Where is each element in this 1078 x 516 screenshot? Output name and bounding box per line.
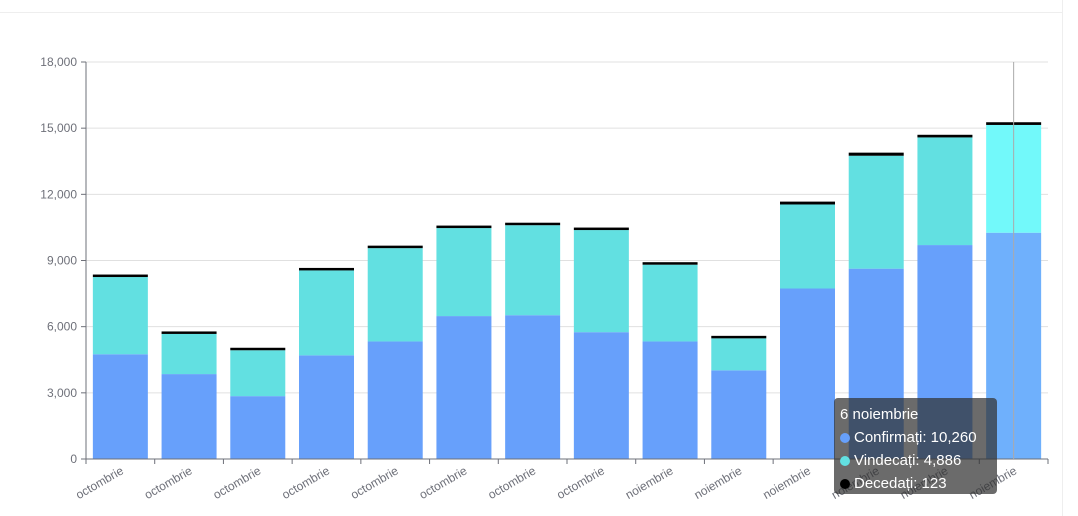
x-tick-label: octombrie (417, 463, 470, 502)
bar-decedați (711, 335, 767, 339)
panel-right-border (1062, 0, 1063, 516)
x-tick-label: octombrie (73, 463, 126, 502)
bar-decedați (780, 201, 835, 205)
bar-vindecați (367, 248, 423, 342)
bar-confirmați (367, 341, 423, 459)
x-tick-label: octombrie (554, 463, 607, 502)
bar-confirmați (642, 341, 698, 459)
y-tick-label: 9,000 (47, 254, 77, 268)
x-tick-label: octombrie (279, 463, 332, 502)
tooltip-title: 6 noiembrie (840, 406, 919, 423)
bar-confirmați (573, 332, 629, 459)
bar-decedați (161, 331, 217, 334)
bar-vindecați (780, 204, 835, 289)
bar-vindecați (505, 225, 561, 316)
y-tick-label: 15,000 (40, 121, 77, 135)
bar-confirmați (780, 288, 835, 459)
bar-decedați (436, 225, 492, 229)
bar-decedați (299, 267, 354, 271)
bar-decedați (848, 152, 904, 156)
bar-vindecați (642, 264, 698, 342)
bar-vindecați (573, 230, 629, 333)
bar-vindecați (848, 155, 904, 269)
bar-confirmați (711, 370, 767, 459)
bar-vindecați (230, 350, 286, 397)
bar-decedați (92, 274, 148, 278)
x-tick-label: octombrie (211, 463, 264, 502)
bar-vindecați (711, 338, 767, 371)
bar-decedați (367, 245, 423, 249)
bar-vindecați (299, 270, 354, 356)
bar-confirmați (505, 315, 561, 459)
confirmed-legend-dot (840, 433, 850, 443)
y-tick-label: 6,000 (47, 320, 77, 334)
bar-decedați (573, 227, 629, 231)
bar-decedați (505, 222, 561, 226)
tooltip-item-recovered: Vindecați: 4,886 (840, 449, 991, 472)
bar-confirmați (299, 355, 354, 459)
bar-decedați (230, 347, 286, 351)
tooltip-item-confirmed: Confirmați: 10,260 (840, 426, 991, 449)
x-tick-label: octombrie (348, 463, 401, 502)
bar-vindecați (161, 333, 217, 375)
panel-top-border (0, 12, 1062, 13)
y-tick-label: 0 (70, 452, 77, 466)
y-tick-label: 18,000 (40, 55, 77, 69)
bar-confirmați (436, 316, 492, 459)
bar-vindecați (92, 277, 148, 355)
bar-decedați (917, 134, 973, 138)
x-tick-label: octombrie (486, 463, 539, 502)
bar-confirmați (230, 396, 286, 459)
tooltip-item-confirmed-label: Confirmați: 10,260 (854, 429, 977, 446)
x-tick-label: noiembrie (760, 463, 813, 502)
recovered-legend-dot (840, 456, 850, 466)
tooltip-item-deceased: Decedați: 123 (840, 472, 991, 495)
y-tick-label: 3,000 (47, 386, 77, 400)
bar-decedați (642, 262, 698, 265)
x-tick-label: noiembrie (692, 463, 745, 502)
tooltip-item-recovered-label: Vindecați: 4,886 (854, 452, 962, 469)
bar-vindecați (436, 228, 492, 317)
x-tick-label: octombrie (142, 463, 195, 502)
x-tick-label: noiembrie (623, 463, 676, 502)
deceased-legend-dot (840, 479, 850, 489)
chart-tooltip: 6 noiembrie Confirmați: 10,260 Vindecați… (834, 398, 997, 494)
tooltip-item-deceased-label: Decedați: 123 (854, 475, 947, 492)
bar-confirmați (161, 374, 217, 459)
bar-vindecați (917, 137, 973, 246)
bar-confirmați (92, 354, 148, 459)
y-tick-label: 12,000 (40, 187, 77, 201)
